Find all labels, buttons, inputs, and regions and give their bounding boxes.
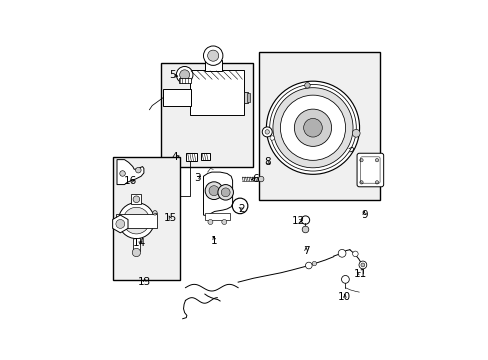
Circle shape (305, 262, 311, 269)
Circle shape (359, 181, 363, 184)
Circle shape (118, 203, 154, 239)
Text: 7: 7 (302, 246, 309, 256)
Text: 6: 6 (252, 174, 258, 184)
Circle shape (132, 248, 140, 257)
Polygon shape (112, 215, 128, 233)
Polygon shape (117, 159, 143, 185)
Circle shape (269, 85, 356, 171)
Circle shape (207, 220, 212, 225)
Text: 12: 12 (292, 216, 305, 226)
Text: 4: 4 (172, 152, 178, 162)
Circle shape (264, 130, 269, 134)
Circle shape (135, 167, 141, 173)
Circle shape (304, 82, 309, 88)
Circle shape (303, 118, 322, 137)
Circle shape (280, 95, 345, 160)
Circle shape (133, 196, 140, 203)
Circle shape (272, 88, 352, 168)
Text: 9: 9 (360, 210, 367, 220)
Circle shape (266, 81, 359, 174)
Bar (133, 238, 140, 251)
Polygon shape (203, 172, 232, 216)
Text: 8: 8 (264, 157, 270, 167)
Circle shape (205, 182, 223, 199)
Circle shape (375, 181, 378, 184)
Circle shape (269, 136, 274, 140)
Bar (178, 78, 190, 83)
Text: 2: 2 (238, 204, 244, 214)
Circle shape (207, 50, 218, 61)
Circle shape (116, 220, 124, 228)
Bar (204, 213, 229, 220)
Text: 16: 16 (124, 176, 137, 186)
Bar (113, 157, 180, 280)
Circle shape (152, 211, 157, 215)
Text: 13: 13 (138, 277, 151, 287)
Circle shape (302, 226, 308, 233)
Circle shape (352, 129, 359, 137)
Circle shape (123, 207, 149, 234)
Circle shape (203, 46, 223, 66)
Text: 11: 11 (353, 269, 366, 279)
Text: 3: 3 (194, 173, 201, 183)
Text: 5: 5 (169, 70, 175, 80)
Bar (163, 90, 191, 105)
Bar (160, 63, 253, 167)
Circle shape (311, 261, 316, 266)
Circle shape (359, 158, 363, 162)
Text: 14: 14 (132, 238, 145, 248)
Circle shape (375, 158, 378, 162)
Circle shape (179, 70, 189, 80)
Bar (115, 214, 157, 228)
Text: 15: 15 (163, 213, 177, 224)
Bar (243, 92, 247, 103)
Bar (200, 153, 209, 160)
Circle shape (338, 249, 346, 257)
Text: 1: 1 (211, 235, 218, 246)
Circle shape (352, 251, 357, 257)
Circle shape (218, 185, 233, 200)
Circle shape (221, 188, 230, 197)
Bar (204, 60, 221, 71)
Circle shape (176, 67, 193, 83)
Bar (189, 69, 243, 115)
Circle shape (258, 176, 264, 182)
Circle shape (120, 171, 125, 176)
Circle shape (262, 127, 272, 137)
FancyBboxPatch shape (356, 153, 383, 187)
Bar (259, 51, 379, 200)
Circle shape (301, 216, 309, 224)
Bar (186, 153, 197, 161)
Circle shape (294, 109, 331, 147)
Circle shape (360, 263, 364, 267)
Bar (131, 194, 141, 204)
Text: 10: 10 (338, 292, 351, 302)
Circle shape (358, 261, 366, 269)
Bar (246, 93, 250, 102)
Circle shape (222, 220, 226, 225)
Circle shape (208, 186, 219, 195)
Circle shape (341, 275, 348, 283)
